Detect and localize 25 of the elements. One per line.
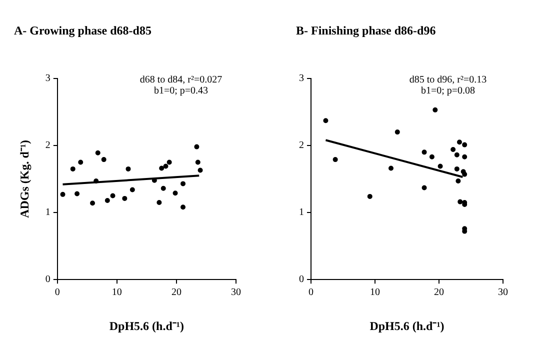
y-tick-label: 2 [45,140,50,152]
y-axis-title: ADGs (Kg. d⁻¹) [17,140,32,218]
x-tick-label: 10 [370,287,380,298]
y-tick-label: 3 [45,73,50,84]
x-tick-label: 20 [171,287,182,298]
y-tick-label: 2 [299,140,304,152]
chart-title: B- Finishing phase d86-d96 [296,23,436,38]
x-tick-label: 0 [54,287,60,298]
y-tick-label: 3 [299,73,304,84]
x-tick-label: 30 [231,287,241,298]
annotation: b1=0; p=0.08 [420,85,476,96]
annotation: d68 to d84, r²=0.027 [140,74,222,86]
x-tick-label: 30 [498,287,508,298]
x-axis-title: DpH5.6 (h.d⁻¹) [370,318,444,333]
x-tick-label: 20 [434,287,444,298]
y-tick-label: 0 [45,274,50,286]
y-tick-label: 1 [45,207,50,218]
x-tick-label: 10 [112,287,122,298]
y-tick-label: 0 [299,274,304,286]
chart-title: A- Growing phase d68-d85 [14,23,152,38]
x-tick-label: 0 [308,287,314,298]
y-tick-label: 1 [299,207,304,218]
annotation: b1=0; p=0.43 [154,85,208,96]
x-axis-title: DpH5.6 (h.d⁻¹) [109,318,184,333]
annotation: d85 to d96, r²=0.13 [409,74,487,86]
